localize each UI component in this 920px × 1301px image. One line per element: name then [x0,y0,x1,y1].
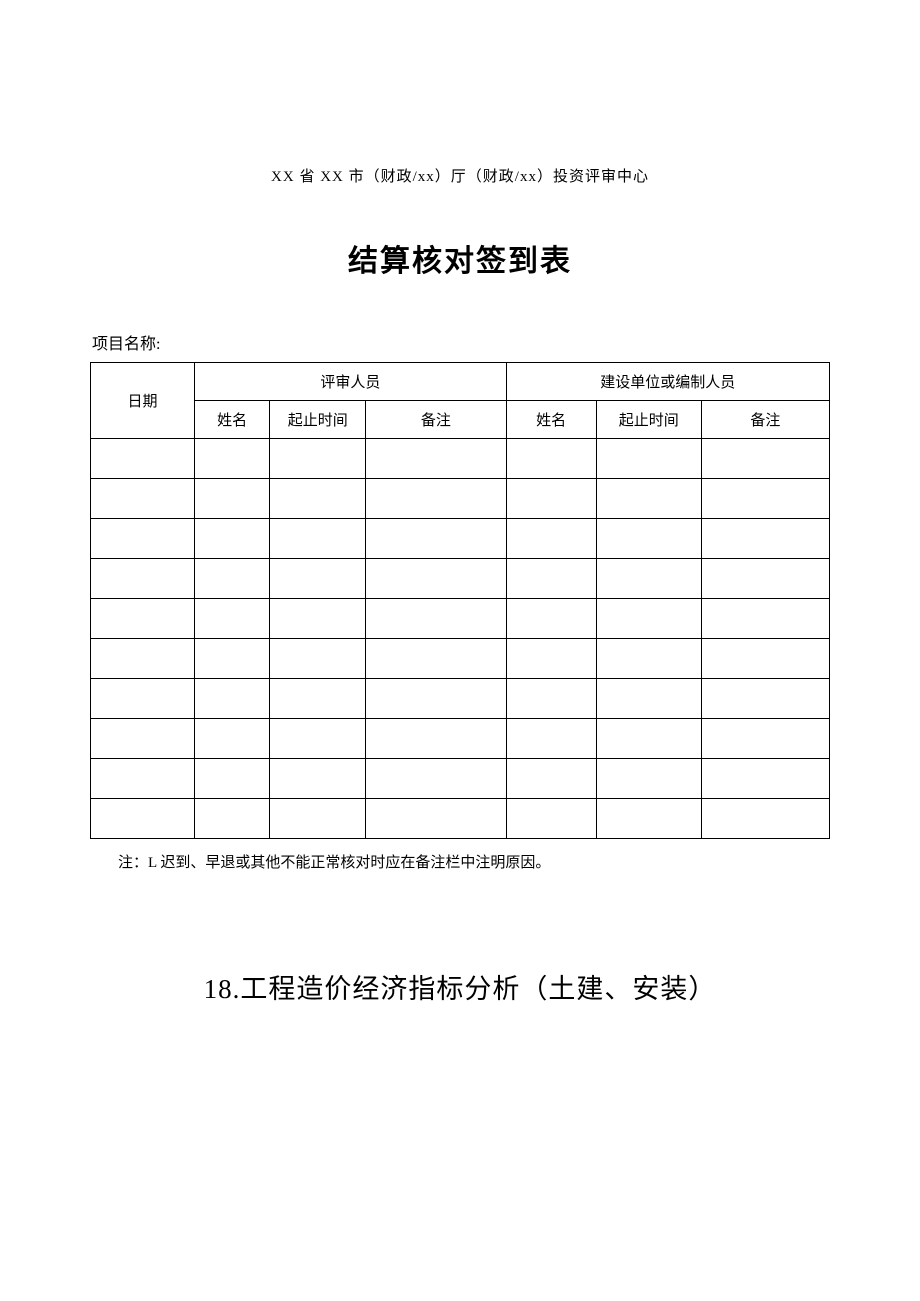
col-header-date: 日期 [91,363,195,439]
table-cell [91,439,195,479]
table-cell [91,799,195,839]
table-cell [701,519,829,559]
table-cell [506,719,596,759]
table-cell [91,599,195,639]
table-cell [506,559,596,599]
table-cell [506,679,596,719]
table-cell [596,639,701,679]
table-cell [91,759,195,799]
table-cell [596,719,701,759]
table-cell [596,759,701,799]
table-cell [270,519,366,559]
table-cell [366,799,506,839]
table-cell [270,439,366,479]
table-cell [270,759,366,799]
table-cell [701,439,829,479]
org-header: XX 省 XX 市（财政/xx）厅（财政/xx）投资评审中心 [90,165,830,186]
table-cell [506,639,596,679]
table-cell [91,519,195,559]
table-cell [91,639,195,679]
table-cell [195,479,270,519]
table-cell [701,559,829,599]
table-cell [596,559,701,599]
table-cell [91,679,195,719]
table-cell [270,479,366,519]
table-cell [366,479,506,519]
footnote: 注：L 迟到、早退或其他不能正常核对时应在备注栏中注明原因。 [90,851,830,872]
table-cell [366,599,506,639]
table-row [91,599,830,639]
table-cell [701,759,829,799]
table-row [91,759,830,799]
table-row [91,559,830,599]
table-cell [270,799,366,839]
table-cell [195,759,270,799]
project-name-label: 项目名称: [90,330,830,354]
table-cell [91,559,195,599]
table-row [91,439,830,479]
col-header-name1: 姓名 [195,401,270,439]
table-row [91,679,830,719]
col-header-time2: 起止时间 [596,401,701,439]
table-cell [91,479,195,519]
table-row [91,639,830,679]
table-header-row-1: 日期 评审人员 建设单位或编制人员 [91,363,830,401]
table-cell [366,439,506,479]
table-cell [195,679,270,719]
table-cell [195,799,270,839]
signin-table: 日期 评审人员 建设单位或编制人员 姓名 起止时间 备注 姓名 起止时间 备注 [90,362,830,839]
table-row [91,719,830,759]
table-header-row-2: 姓名 起止时间 备注 姓名 起止时间 备注 [91,401,830,439]
table-cell [195,519,270,559]
table-row [91,799,830,839]
table-cell [596,799,701,839]
col-header-builders: 建设单位或编制人员 [506,363,829,401]
table-cell [506,519,596,559]
table-cell [270,679,366,719]
section-title: 18.工程造价经济指标分析（土建、安装） [90,967,830,1006]
table-cell [195,639,270,679]
table-cell [195,599,270,639]
table-cell [366,759,506,799]
col-header-note2: 备注 [701,401,829,439]
table-cell [270,599,366,639]
table-cell [596,679,701,719]
table-cell [701,679,829,719]
col-header-time1: 起止时间 [270,401,366,439]
main-title: 结算核对签到表 [90,236,830,280]
table-cell [596,439,701,479]
page-container: XX 省 XX 市（财政/xx）厅（财政/xx）投资评审中心 结算核对签到表 项… [0,0,920,1006]
table-cell [270,719,366,759]
col-header-reviewers: 评审人员 [195,363,506,401]
table-cell [366,679,506,719]
table-cell [596,479,701,519]
table-cell [701,479,829,519]
table-row [91,519,830,559]
table-cell [701,719,829,759]
table-cell [596,519,701,559]
table-cell [366,559,506,599]
table-cell [506,799,596,839]
col-header-name2: 姓名 [506,401,596,439]
table-cell [701,799,829,839]
table-cell [366,639,506,679]
table-cell [506,479,596,519]
table-cell [270,639,366,679]
table-cell [270,559,366,599]
table-cell [366,519,506,559]
table-cell [91,719,195,759]
col-header-note1: 备注 [366,401,506,439]
table-cell [506,599,596,639]
table-row [91,479,830,519]
table-cell [506,759,596,799]
table-cell [506,439,596,479]
table-cell [701,639,829,679]
table-body [91,439,830,839]
table-cell [596,599,701,639]
table-cell [366,719,506,759]
table-cell [195,559,270,599]
table-cell [701,599,829,639]
table-cell [195,439,270,479]
table-cell [195,719,270,759]
